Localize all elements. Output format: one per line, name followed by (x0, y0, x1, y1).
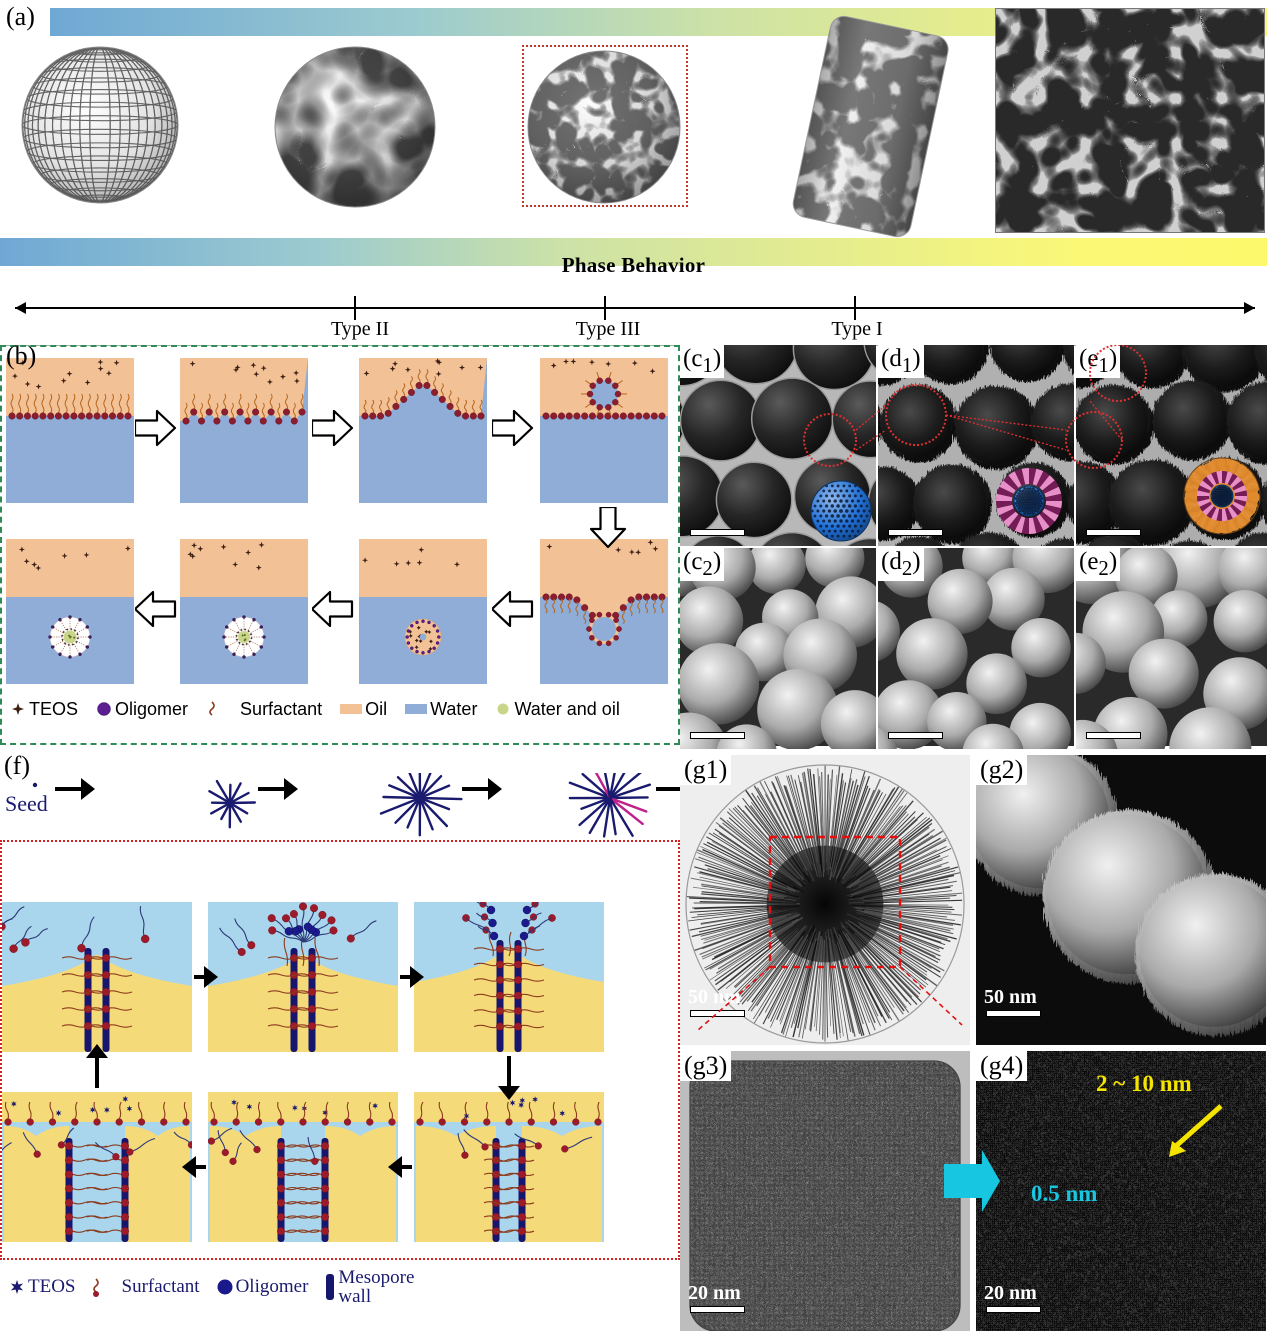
svg-text:Seed: Seed (5, 791, 48, 816)
